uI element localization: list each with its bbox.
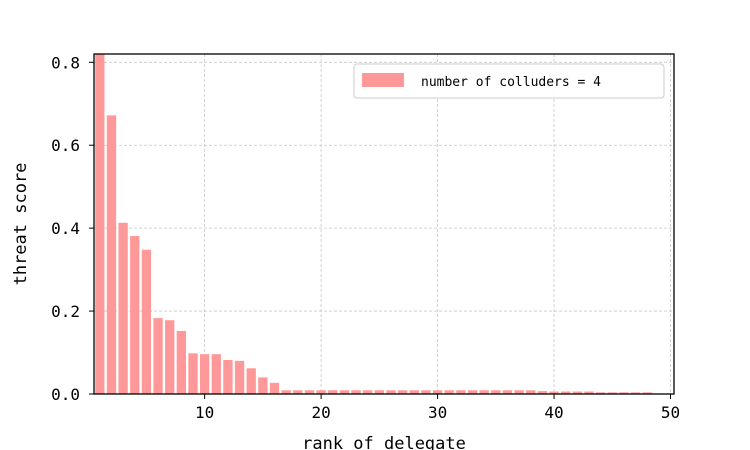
bar [549, 391, 559, 394]
bar [630, 392, 641, 394]
x-tick-label: 10 [195, 403, 214, 422]
bar [141, 249, 152, 394]
bar [642, 392, 652, 394]
x-tick-label: 50 [661, 403, 680, 422]
bar [316, 390, 326, 394]
y-tick-label: 0.6 [51, 136, 80, 155]
bar [234, 360, 245, 394]
bar [479, 390, 489, 394]
bar [130, 236, 140, 394]
bar [421, 390, 431, 394]
bar [281, 390, 291, 394]
bar [467, 390, 478, 394]
bar [444, 390, 454, 394]
bar [409, 390, 419, 394]
bar [386, 390, 396, 394]
bar [397, 390, 408, 394]
bar [304, 390, 315, 394]
bar [619, 392, 629, 394]
bar [502, 390, 513, 394]
bar [258, 377, 268, 394]
legend-swatch [362, 73, 404, 87]
bar [118, 222, 128, 394]
bar [584, 391, 594, 394]
bar [246, 368, 256, 394]
x-axis-label: rank of delegate [302, 434, 466, 450]
bar [537, 391, 548, 394]
bar [432, 390, 443, 394]
bar [363, 390, 373, 394]
bar [176, 330, 187, 394]
legend-label: number of colluders = 4 [421, 75, 601, 90]
bar [514, 390, 524, 394]
plot-frame [93, 53, 675, 395]
y-tick-label: 0.2 [51, 302, 80, 321]
bar [526, 390, 536, 394]
bar [95, 54, 105, 394]
x-tick-label: 20 [311, 403, 330, 422]
bar [351, 390, 361, 394]
x-axis-ticks: 10 20 30 40 50 [195, 394, 680, 422]
bar [223, 360, 233, 394]
bar [456, 390, 466, 394]
y-tick-label: 0.4 [51, 219, 80, 238]
bar [165, 320, 175, 394]
bar [269, 382, 280, 394]
bar [293, 390, 303, 394]
bar [374, 390, 384, 394]
bar [211, 354, 221, 394]
y-axis-label: threat score [11, 163, 31, 286]
bar [106, 115, 117, 395]
bar [595, 392, 606, 394]
y-tick-label: 0.8 [51, 53, 80, 72]
bar [561, 391, 571, 394]
grid-lines [94, 54, 674, 395]
legend: number of colluders = 4 [353, 63, 665, 99]
bars [95, 54, 652, 395]
bar [188, 353, 198, 394]
bar [328, 390, 338, 394]
x-tick-label: 40 [544, 403, 563, 422]
bar [153, 318, 163, 394]
y-tick-label: 0.0 [51, 385, 80, 404]
bar [339, 390, 350, 394]
y-axis-ticks: 0.0 0.2 0.4 0.6 0.8 [51, 53, 94, 404]
x-tick-label: 30 [428, 403, 447, 422]
legend-box [353, 63, 665, 99]
bar [491, 390, 501, 394]
bar [607, 392, 617, 394]
bar [572, 391, 582, 394]
bar [199, 354, 210, 394]
